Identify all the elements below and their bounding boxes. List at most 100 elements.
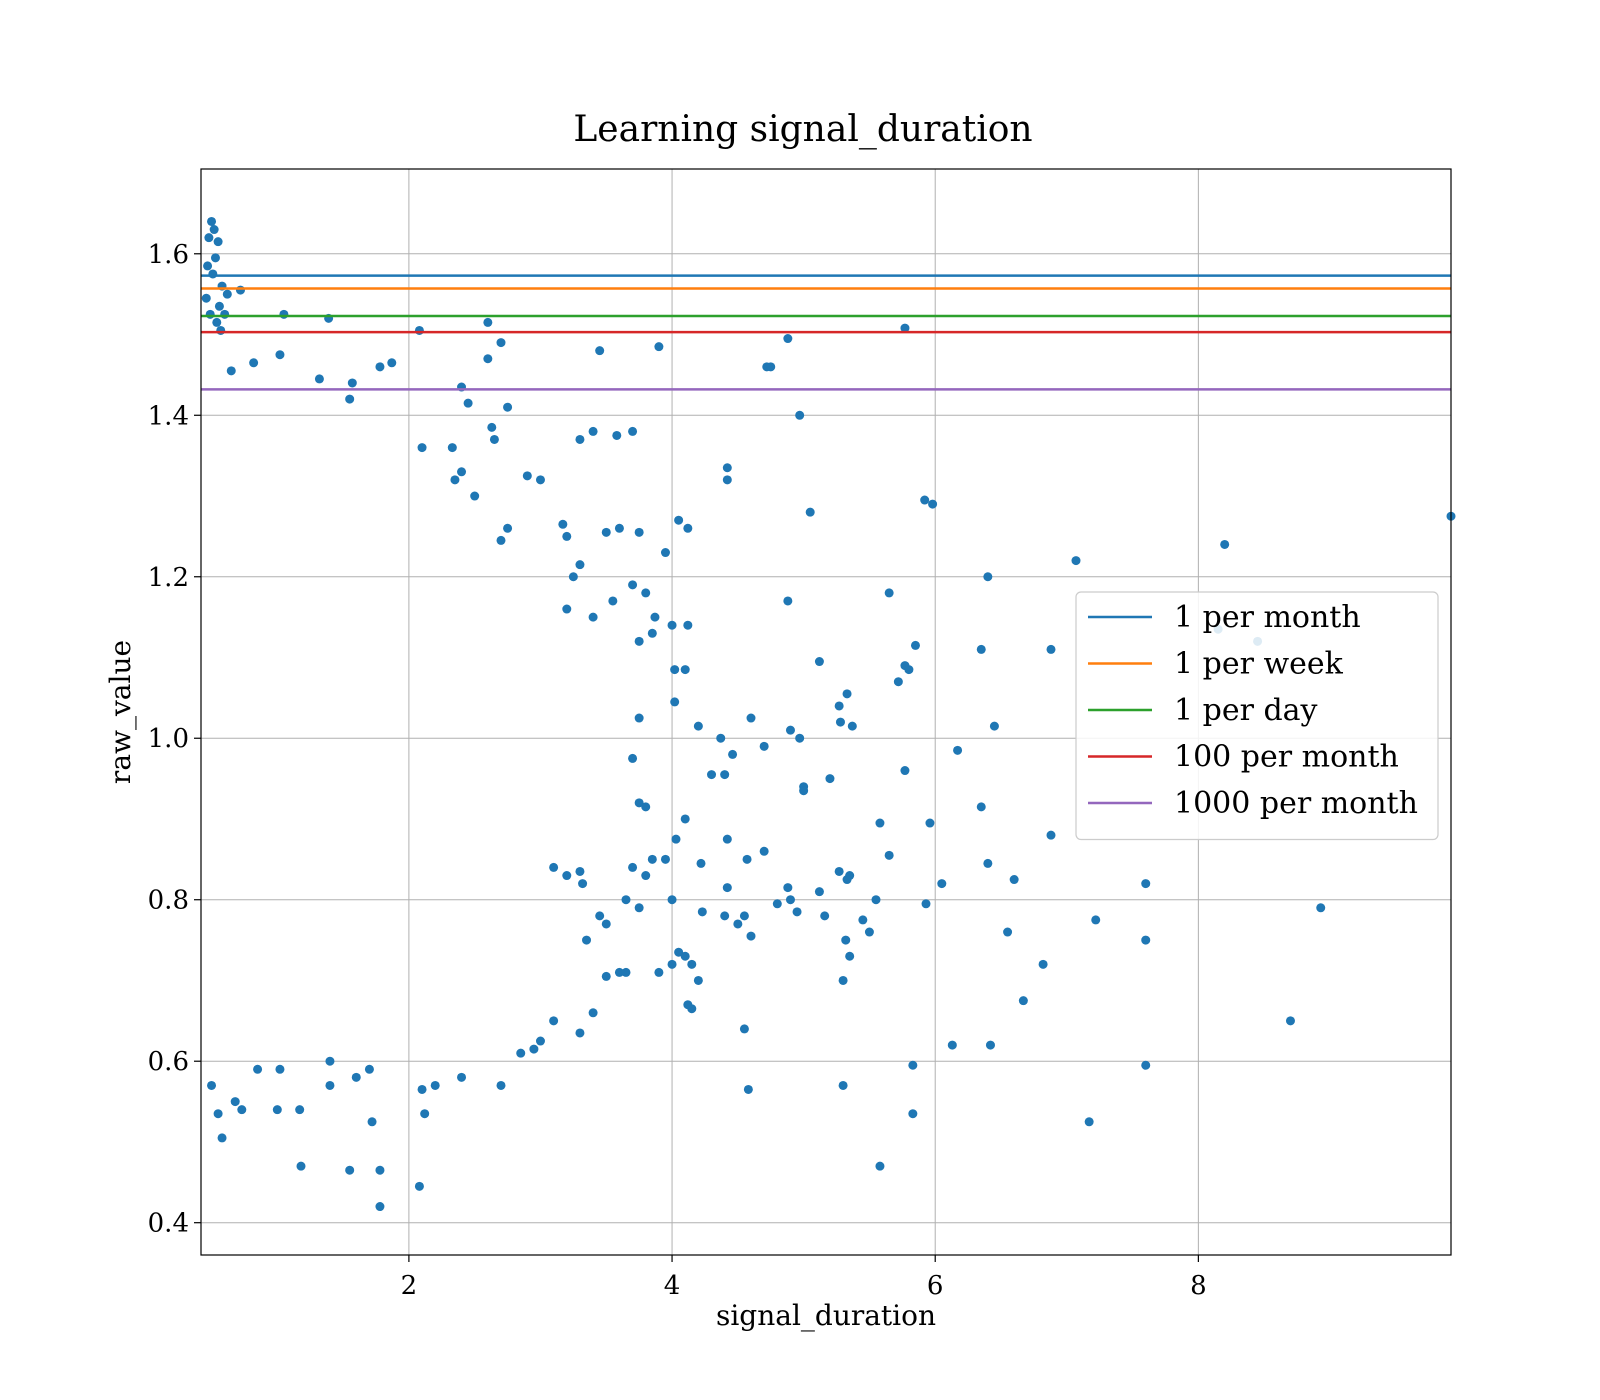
data-point bbox=[535, 475, 545, 485]
data-point bbox=[720, 770, 730, 780]
data-point bbox=[742, 854, 752, 864]
data-point bbox=[522, 471, 532, 481]
data-point bbox=[220, 309, 230, 319]
data-point bbox=[920, 495, 930, 505]
data-point bbox=[746, 931, 756, 941]
data-point bbox=[893, 677, 903, 687]
data-point bbox=[575, 560, 585, 570]
data-point bbox=[222, 289, 232, 299]
data-point bbox=[568, 572, 578, 582]
data-point bbox=[1091, 915, 1101, 925]
data-point bbox=[772, 899, 782, 909]
data-point bbox=[463, 398, 473, 408]
data-point bbox=[535, 1036, 545, 1046]
data-point bbox=[1220, 539, 1230, 549]
data-point bbox=[496, 535, 506, 545]
data-point bbox=[634, 527, 644, 537]
y-tick-label: 1.2 bbox=[148, 563, 189, 593]
data-point bbox=[614, 523, 624, 533]
data-point bbox=[670, 697, 680, 707]
data-point bbox=[795, 410, 805, 420]
data-point bbox=[325, 1056, 335, 1066]
data-point bbox=[588, 612, 598, 622]
data-point bbox=[805, 507, 815, 517]
data-point bbox=[641, 588, 651, 598]
data-point bbox=[595, 911, 605, 921]
data-point bbox=[1071, 556, 1081, 566]
data-point bbox=[683, 620, 693, 630]
data-point bbox=[279, 309, 289, 319]
y-tick-label: 0.8 bbox=[148, 886, 189, 916]
data-point bbox=[496, 1080, 506, 1090]
legend-frame bbox=[1075, 591, 1439, 841]
legend-label: 1 per day bbox=[1174, 693, 1318, 728]
data-point bbox=[562, 871, 572, 881]
data-point bbox=[213, 1109, 223, 1119]
data-point bbox=[976, 802, 986, 812]
data-point bbox=[634, 713, 644, 723]
data-point bbox=[634, 636, 644, 646]
data-point bbox=[612, 430, 622, 440]
data-point bbox=[549, 1016, 559, 1026]
data-point bbox=[647, 854, 657, 864]
y-axis-label: raw_value bbox=[104, 640, 137, 784]
data-point bbox=[414, 1181, 424, 1191]
data-point bbox=[230, 1097, 240, 1107]
data-point bbox=[325, 1080, 335, 1090]
data-point bbox=[680, 665, 690, 675]
data-point bbox=[680, 951, 690, 961]
data-point bbox=[696, 858, 706, 868]
data-point bbox=[766, 362, 776, 372]
data-point bbox=[210, 253, 220, 263]
grid-lines bbox=[201, 169, 1451, 1255]
data-point bbox=[976, 644, 986, 654]
data-point bbox=[746, 713, 756, 723]
data-point bbox=[595, 346, 605, 356]
data-point bbox=[667, 895, 677, 905]
x-tick-label: 4 bbox=[664, 1271, 681, 1301]
data-point bbox=[414, 325, 424, 335]
data-point bbox=[783, 596, 793, 606]
data-point bbox=[985, 1040, 995, 1050]
data-point bbox=[716, 733, 726, 743]
data-point bbox=[953, 745, 963, 755]
data-point bbox=[375, 1202, 385, 1212]
data-point bbox=[275, 1064, 285, 1074]
data-point bbox=[457, 467, 467, 477]
data-point bbox=[420, 1109, 430, 1119]
data-point bbox=[1285, 1016, 1295, 1026]
y-tick-label: 1.0 bbox=[148, 724, 189, 754]
legend-label: 1 per week bbox=[1174, 647, 1344, 682]
data-point bbox=[562, 604, 572, 614]
data-point bbox=[417, 443, 427, 453]
data-point bbox=[814, 657, 824, 667]
data-point bbox=[470, 491, 480, 501]
plot-frame bbox=[200, 168, 1452, 1256]
data-point bbox=[937, 879, 947, 889]
data-point bbox=[759, 846, 769, 856]
data-point bbox=[1141, 935, 1151, 945]
data-point bbox=[847, 721, 857, 731]
data-point bbox=[450, 475, 460, 485]
data-point bbox=[1009, 875, 1019, 885]
data-point bbox=[910, 640, 920, 650]
data-point bbox=[204, 233, 214, 243]
data-point bbox=[722, 834, 732, 844]
data-point bbox=[628, 753, 638, 763]
data-point bbox=[207, 216, 217, 226]
data-point bbox=[516, 1048, 526, 1058]
data-point bbox=[503, 523, 513, 533]
data-point bbox=[249, 358, 259, 368]
y-tick-label: 1.6 bbox=[148, 240, 189, 270]
data-point bbox=[601, 527, 611, 537]
data-point bbox=[683, 523, 693, 533]
data-point bbox=[447, 443, 457, 453]
data-point bbox=[660, 548, 670, 558]
data-point bbox=[205, 309, 215, 319]
data-point bbox=[275, 350, 285, 360]
data-point bbox=[217, 1133, 227, 1143]
data-point bbox=[608, 596, 618, 606]
data-point bbox=[722, 475, 732, 485]
data-point bbox=[601, 971, 611, 981]
data-point bbox=[739, 911, 749, 921]
